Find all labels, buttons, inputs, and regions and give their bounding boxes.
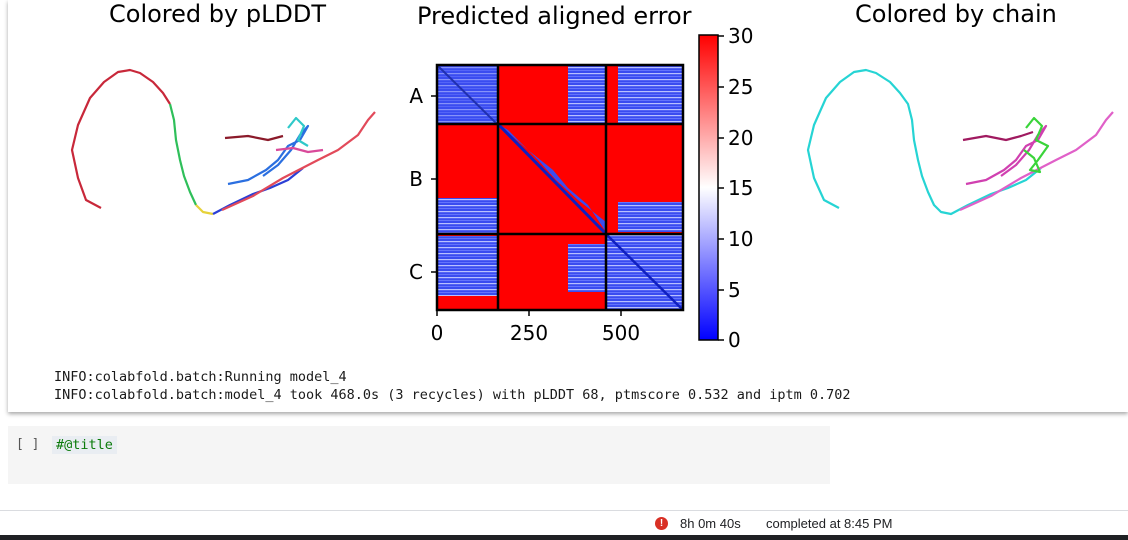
cbar-tick-15: 15 <box>728 176 753 200</box>
cell-run-bracket[interactable]: [ ] <box>16 437 40 452</box>
output-panel: Colored by pLDDT Predicted aligned error… <box>8 0 1128 412</box>
status-completed: completed at 8:45 PM <box>766 516 893 531</box>
pae-heatmap: A B C 0 250 500 <box>409 63 685 345</box>
cbar-tick-20: 20 <box>728 126 753 150</box>
pae-ytick-c: C <box>409 260 423 284</box>
plddt-structure-title: Colored by pLDDT <box>109 0 327 28</box>
cbar-tick-10: 10 <box>728 227 753 251</box>
chain-structure <box>806 68 1114 216</box>
pae-xtick-0: 0 <box>431 321 444 345</box>
pae-colorbar: 30 25 20 15 10 5 0 <box>698 24 753 352</box>
code-cell[interactable]: [ ] #@title <box>8 426 830 484</box>
pae-xtick-250: 250 <box>510 321 548 345</box>
status-bar: ! 8h 0m 40s completed at 8:45 PM <box>0 510 1128 537</box>
cbar-tick-25: 25 <box>728 75 753 99</box>
pae-ytick-a: A <box>409 84 423 108</box>
figure-canvas: A B C 0 250 500 30 25 20 15 10 5 <box>70 24 1114 352</box>
status-elapsed: 8h 0m 40s <box>680 516 741 531</box>
chain-structure-title: Colored by chain <box>855 0 1057 28</box>
pae-ytick-b: B <box>409 167 423 191</box>
cbar-tick-5: 5 <box>728 278 741 302</box>
cell-code-title[interactable]: #@title <box>52 436 117 454</box>
error-icon[interactable]: ! <box>655 517 668 530</box>
bottom-bar <box>0 535 1128 540</box>
pae-title: Predicted aligned error <box>417 2 692 30</box>
cbar-tick-0: 0 <box>728 328 741 352</box>
log-line-model-result: INFO:colabfold.batch:model_4 took 468.0s… <box>54 387 851 403</box>
plddt-structure <box>70 68 376 216</box>
cbar-tick-30: 30 <box>728 24 753 48</box>
log-line-running: INFO:colabfold.batch:Running model_4 <box>54 369 347 385</box>
pae-xtick-500: 500 <box>602 321 640 345</box>
